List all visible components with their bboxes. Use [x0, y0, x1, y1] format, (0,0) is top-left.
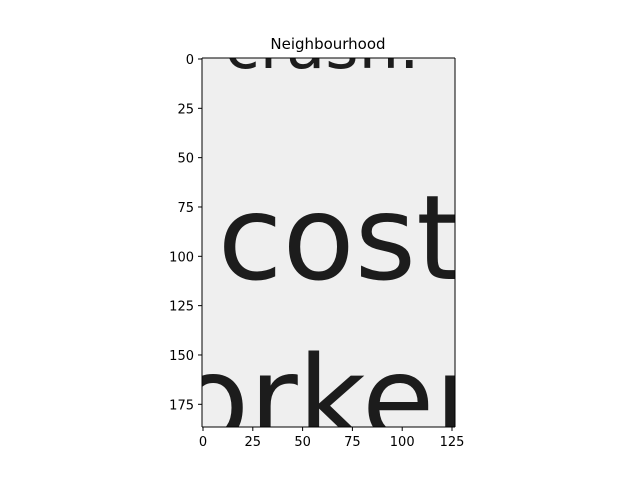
x-tick-label: 50 — [294, 435, 311, 450]
image-text-top: crash. — [225, 10, 420, 84]
x-tick-label: 25 — [245, 435, 262, 450]
x-axis: 0 25 50 75 100 125 — [199, 427, 465, 450]
y-tick-label: 0 — [186, 53, 194, 68]
y-axis: 0 25 50 75 100 125 150 175 — [169, 53, 202, 413]
axes-frame — [201, 57, 456, 428]
x-tick-label: 0 — [199, 435, 207, 450]
y-tick-label: 150 — [169, 349, 194, 364]
image-background — [202, 58, 455, 427]
y-tick-label: 25 — [177, 102, 194, 117]
x-tick-label: 125 — [440, 435, 465, 450]
y-tick-label: 125 — [169, 300, 194, 315]
image-text-middle: cost — [218, 169, 463, 307]
y-tick-label: 75 — [177, 201, 194, 216]
image-text-bottom: orker — [177, 330, 483, 468]
y-tick-label: 50 — [177, 152, 194, 167]
x-tick-label: 100 — [390, 435, 415, 450]
chart-title: Neighbourhood — [270, 35, 385, 53]
image-panel: crash. cost orker — [177, 10, 483, 468]
x-tick-label: 75 — [344, 435, 361, 450]
y-tick-label: 100 — [169, 250, 194, 265]
y-tick-label: 175 — [169, 398, 194, 413]
